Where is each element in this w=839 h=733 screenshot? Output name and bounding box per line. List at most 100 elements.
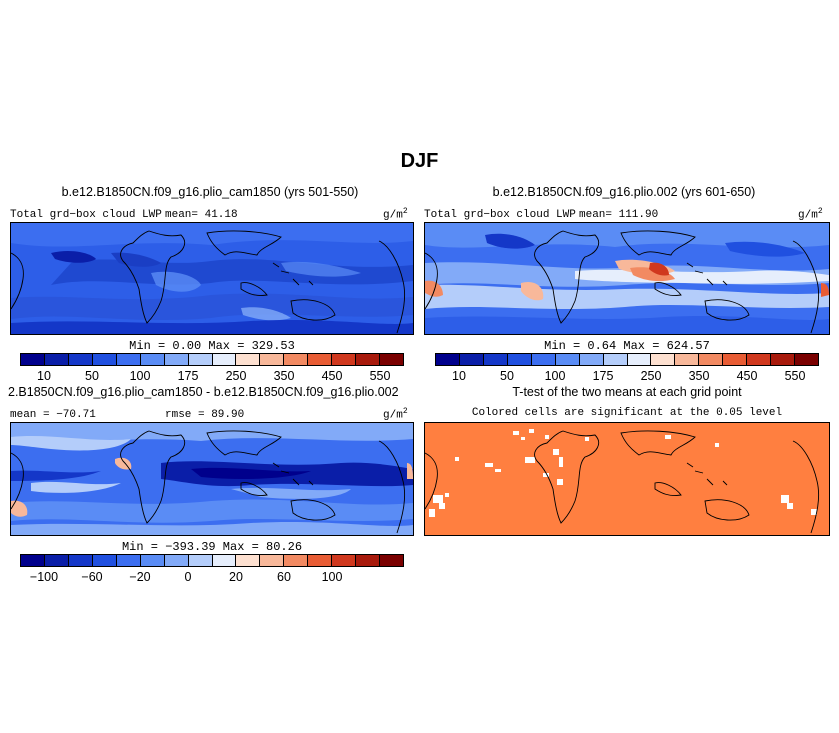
control-colorbar-swatch xyxy=(236,354,261,365)
difference-colorbar-swatch xyxy=(140,555,165,566)
difference-colorbar-swatch xyxy=(68,555,93,566)
control-colorbar-swatch xyxy=(164,354,189,365)
difference-colorbar-swatch xyxy=(188,555,213,566)
experiment-colorbar-tick-label: 50 xyxy=(500,369,514,383)
control-colorbar-swatch xyxy=(260,354,285,365)
experiment-colorbar-swatch xyxy=(699,354,724,365)
ttest-panel-title: T-test of the two means at each grid poi… xyxy=(512,385,742,399)
control-colorbar-tick-label: 550 xyxy=(369,369,391,383)
experiment-mean-label: mean= 111.90 xyxy=(579,209,659,221)
experiment-colorbar-swatch xyxy=(795,354,818,365)
difference-map-field xyxy=(11,423,413,535)
difference-colorbar-swatch xyxy=(164,555,189,566)
control-colorbar-tick-label: 350 xyxy=(273,369,295,383)
difference-colorbar-tick-label: 60 xyxy=(277,570,291,584)
experiment-colorbar-swatch xyxy=(459,354,484,365)
control-colorbar-swatch xyxy=(356,354,381,365)
difference-colorbar-swatch xyxy=(308,555,333,566)
difference-colorbar-swatch xyxy=(92,555,117,566)
difference-colorbar-swatch xyxy=(380,555,403,566)
control-colorbar-swatch xyxy=(21,354,45,365)
experiment-panel-title: b.e12.B1850CN.f09_g16.plio.002 (yrs 601-… xyxy=(492,185,756,199)
experiment-map xyxy=(424,222,830,335)
experiment-colorbar-swatch xyxy=(675,354,700,365)
control-minmax-label: Min = 0.00 Max = 329.53 xyxy=(129,339,295,353)
control-colorbar-tick-label: 175 xyxy=(177,369,199,383)
experiment-colorbar-swatch xyxy=(507,354,532,365)
experiment-colorbar-swatch xyxy=(627,354,652,365)
difference-map xyxy=(10,422,414,536)
difference-colorbar-tick-label: 0 xyxy=(184,570,192,584)
control-colorbar-ticks: 10 50 100 175 250 350 450 550 xyxy=(20,362,404,383)
difference-colorbar-swatch xyxy=(332,555,357,566)
control-colorbar-tick-label: 100 xyxy=(129,369,151,383)
difference-colorbar-swatch xyxy=(212,555,237,566)
difference-panel-title: 2.B1850CN.f09_g16.plio_cam1850 - b.e12.B… xyxy=(8,385,399,399)
experiment-colorbar-tick-label: 350 xyxy=(688,369,710,383)
difference-colorbar-tick-label: −60 xyxy=(81,570,103,584)
control-unit-label: g/m2 xyxy=(383,207,408,222)
experiment-colorbar xyxy=(435,353,819,366)
experiment-colorbar-swatch xyxy=(723,354,748,365)
control-colorbar-swatch xyxy=(308,354,333,365)
difference-colorbar-swatch xyxy=(236,555,261,566)
difference-colorbar-swatch xyxy=(284,555,309,566)
difference-colorbar-tick-label: 100 xyxy=(321,570,343,584)
difference-colorbar-tick-label: −100 xyxy=(29,570,59,584)
difference-colorbar-swatch xyxy=(116,555,141,566)
difference-minmax-label: Min = −393.39 Max = 80.26 xyxy=(121,540,303,554)
control-colorbar-swatch xyxy=(284,354,309,365)
ttest-map-field xyxy=(425,423,829,535)
experiment-colorbar-swatch xyxy=(531,354,556,365)
experiment-colorbar-swatch xyxy=(603,354,628,365)
experiment-colorbar-tick-label: 100 xyxy=(544,369,566,383)
experiment-colorbar-tick-label: 550 xyxy=(784,369,806,383)
experiment-colorbar-tick-label: 175 xyxy=(592,369,614,383)
control-colorbar-swatch xyxy=(44,354,69,365)
control-colorbar-swatch xyxy=(332,354,357,365)
experiment-map-field xyxy=(425,223,829,334)
control-colorbar-tick-label: 450 xyxy=(321,369,343,383)
difference-colorbar-tick-label: 20 xyxy=(229,570,243,584)
difference-colorbar-swatch xyxy=(44,555,69,566)
experiment-colorbar-tick-label: 450 xyxy=(736,369,758,383)
control-colorbar-tick-label: 50 xyxy=(85,369,99,383)
control-mean-label: mean= 41.18 xyxy=(165,209,238,221)
control-colorbar-swatch xyxy=(68,354,93,365)
control-variable-label: Total grd−box cloud LWP xyxy=(10,209,162,221)
difference-mean-label: mean = −70.71 xyxy=(10,409,96,421)
difference-colorbar xyxy=(20,554,404,567)
experiment-colorbar-swatch xyxy=(747,354,772,365)
control-panel-title: b.e12.B1850CN.f09_g16.plio_cam1850 (yrs … xyxy=(61,185,359,199)
control-map xyxy=(10,222,414,335)
control-colorbar-swatch xyxy=(380,354,403,365)
control-colorbar-swatch xyxy=(188,354,213,365)
difference-colorbar-tick-label: −20 xyxy=(129,570,151,584)
difference-colorbar-ticks: −100 −60 −20 0 20 60 100 xyxy=(20,563,404,584)
experiment-colorbar-ticks: 10 50 100 175 250 350 450 550 xyxy=(435,362,819,383)
experiment-colorbar-tick-label: 10 xyxy=(452,369,466,383)
experiment-colorbar-swatch xyxy=(555,354,580,365)
difference-colorbar-swatch xyxy=(21,555,45,566)
control-colorbar-swatch xyxy=(92,354,117,365)
experiment-unit-label: g/m2 xyxy=(798,207,823,222)
control-map-field xyxy=(11,223,413,334)
control-colorbar-tick-label: 250 xyxy=(225,369,247,383)
ttest-map xyxy=(424,422,830,536)
experiment-colorbar-swatch xyxy=(436,354,460,365)
figure-title: DJF xyxy=(400,150,439,172)
difference-unit-label: g/m2 xyxy=(383,407,408,422)
control-colorbar-swatch xyxy=(140,354,165,365)
experiment-minmax-label: Min = 0.64 Max = 624.57 xyxy=(544,339,710,353)
experiment-colorbar-tick-label: 250 xyxy=(640,369,662,383)
difference-rmse-label: rmse = 89.90 xyxy=(165,409,245,421)
difference-colorbar-swatch xyxy=(356,555,381,566)
difference-colorbar-swatch xyxy=(260,555,285,566)
control-colorbar-swatch xyxy=(212,354,237,365)
experiment-colorbar-swatch xyxy=(483,354,508,365)
experiment-colorbar-swatch xyxy=(579,354,604,365)
control-colorbar-tick-label: 10 xyxy=(37,369,51,383)
experiment-colorbar-swatch xyxy=(651,354,676,365)
control-colorbar xyxy=(20,353,404,366)
experiment-colorbar-swatch xyxy=(771,354,796,365)
